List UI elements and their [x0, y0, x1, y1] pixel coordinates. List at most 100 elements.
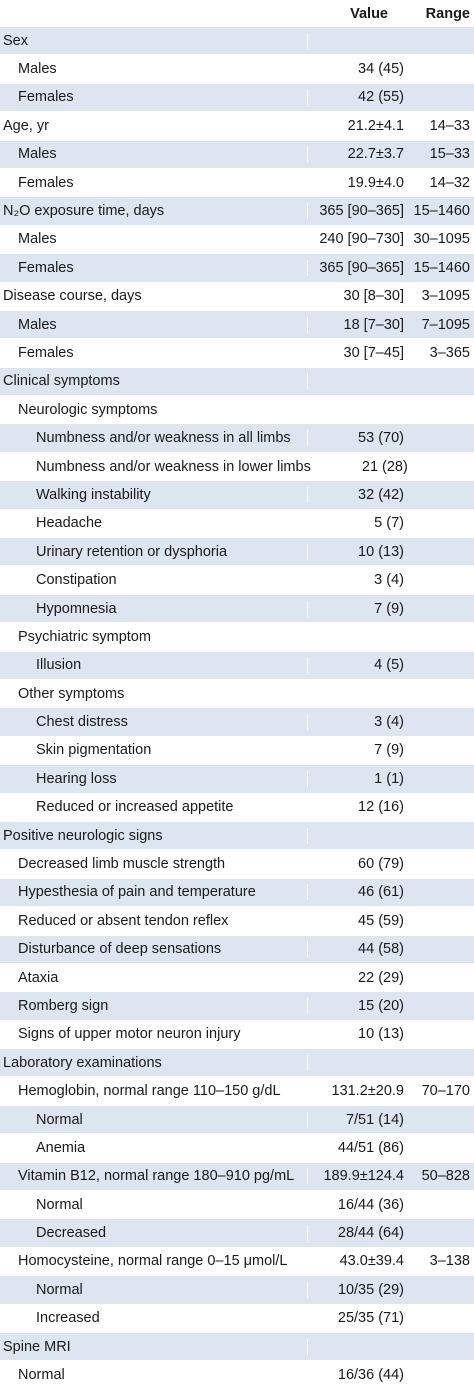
row-value: 22.7±3.7 — [347, 146, 404, 163]
row-label: Chest distress — [0, 714, 308, 731]
row-value: 21 (28) — [361, 458, 408, 475]
row-range: 50–828 — [421, 1168, 470, 1185]
row-label: Neurologic symptoms — [0, 401, 308, 418]
row-label: Normal — [0, 1281, 308, 1298]
row-label: Anemia — [0, 1139, 308, 1156]
table-row: Normal 7/51 (14) — [0, 1105, 474, 1135]
row-value: 10/35 (29) — [337, 1281, 404, 1298]
row-label: Vitamin B12, normal range 180–910 pg/mL — [0, 1168, 308, 1185]
row-range: 30–1095 — [413, 231, 470, 248]
row-label: Females — [0, 259, 308, 276]
table-row: Romberg sign 15 (20) — [0, 992, 474, 1021]
row-value: 46 (61) — [358, 884, 404, 901]
row-value: 19.9±4.0 — [347, 174, 404, 191]
row-value: 7 (9) — [374, 600, 404, 617]
row-range: 15–1460 — [413, 259, 470, 276]
row-label: Males — [0, 231, 308, 248]
table-row: Reduced or absent tendon reflex 45 (59) — [0, 907, 474, 936]
row-value: 18 [7–30] — [343, 316, 404, 333]
table-row: Normal 16/44 (36) — [0, 1191, 474, 1220]
row-range: 3–365 — [429, 344, 470, 361]
row-value: 43.0±39.4 — [339, 1253, 404, 1270]
row-label: Walking instability — [0, 486, 308, 503]
row-value: 1 (1) — [374, 770, 404, 787]
row-label: N₂O exposure time, days — [0, 203, 308, 220]
table-row: Females 19.9±4.0 14–32 — [0, 169, 474, 198]
row-value: 30 [7–45] — [343, 344, 404, 361]
row-label: Females — [0, 89, 308, 106]
row-label: Illusion — [0, 657, 308, 674]
row-value: 25/35 (71) — [337, 1310, 404, 1327]
row-label: Positive neurologic signs — [0, 827, 308, 844]
row-label: Sex — [0, 32, 308, 49]
row-label: Decreased limb muscle strength — [0, 856, 308, 873]
table-row: Spine MRI — [0, 1332, 474, 1362]
table-row: Males 18 [7–30] 7–1095 — [0, 310, 474, 340]
row-label: Constipation — [0, 572, 308, 589]
row-label: Increased — [0, 1310, 308, 1327]
table-row: Hypesthesia of pain and temperature 46 (6… — [0, 878, 474, 908]
table-row: Disturbance of deep sensations 44 (58) — [0, 935, 474, 964]
row-label: Disturbance of deep sensations — [0, 941, 308, 958]
row-label: Decreased — [0, 1225, 308, 1242]
row-value: 45 (59) — [358, 912, 404, 929]
row-value: 10 (13) — [358, 1026, 404, 1043]
row-value: 16/44 (36) — [337, 1196, 404, 1213]
row-value: 21.2±4.1 — [347, 117, 404, 134]
table-row: Anemia 44/51 (86) — [0, 1134, 474, 1163]
row-value: 44/51 (86) — [337, 1139, 404, 1156]
row-label: Age, yr — [0, 117, 308, 134]
table-row: Signs of upper motor neuron injury 10 (13… — [0, 1021, 474, 1050]
table-row: Females 42 (55) — [0, 83, 474, 113]
table-row: Positive neurologic signs — [0, 821, 474, 851]
table-row: Decreased limb muscle strength 60 (79) — [0, 850, 474, 879]
row-value: 12 (16) — [358, 799, 404, 816]
row-value: 60 (79) — [358, 856, 404, 873]
row-label: Psychiatric symptom — [0, 628, 308, 645]
row-label: Reduced or increased appetite — [0, 799, 308, 816]
table-row: Other symptoms — [0, 680, 474, 709]
row-value: 5 (7) — [374, 515, 404, 532]
row-value: 10 (13) — [358, 543, 404, 560]
row-label: Hemoglobin, normal range 110–150 g/dL — [0, 1083, 308, 1100]
table-row: Females 365 [90–365] 15–1460 — [0, 254, 474, 283]
row-label: Romberg sign — [0, 997, 308, 1014]
table-row: Increased 25/35 (71) — [0, 1305, 474, 1333]
row-label: Normal — [0, 1367, 308, 1384]
table-row: Psychiatric symptom — [0, 623, 474, 652]
table-row: Sex — [0, 27, 474, 56]
row-label: Urinary retention or dysphoria — [0, 543, 308, 560]
row-label: Reduced or absent tendon reflex — [0, 912, 308, 929]
row-value: 30 [8–30] — [343, 288, 404, 305]
table-row: Vitamin B12, normal range 180–910 pg/mL 1… — [0, 1162, 474, 1192]
row-label: Laboratory examinations — [0, 1054, 308, 1071]
row-label: Numbness and/or weakness in all limbs — [0, 430, 308, 447]
table-row: Headache 5 (7) — [0, 510, 474, 539]
row-value: 34 (45) — [358, 61, 404, 78]
table-row: Numbness and/or weakness in lower limbs 2… — [0, 453, 474, 482]
table-row: Normal 10/35 (29) — [0, 1276, 474, 1305]
row-range: 15–33 — [429, 146, 470, 163]
table-row: Chest distress 3 (4) — [0, 708, 474, 737]
row-label: Signs of upper motor neuron injury — [0, 1026, 308, 1043]
table-header: Value Range — [0, 0, 474, 27]
row-label: Females — [0, 174, 308, 191]
row-value: 32 (42) — [358, 486, 404, 503]
table-row: Clinical symptoms — [0, 367, 474, 397]
table-row: Females 30 [7–45] 3–365 — [0, 339, 474, 368]
table-body: Sex Males 34 (45) Females 42 (55) Age, yr 21.2… — [0, 27, 474, 1390]
row-label: Skin pigmentation — [0, 742, 308, 759]
table-row: Ataxia 22 (29) — [0, 964, 474, 993]
row-label: Hearing loss — [0, 770, 308, 787]
table-row: Homocysteine, normal range 0–15 μmol/L 43… — [0, 1248, 474, 1277]
row-range: 14–33 — [429, 117, 470, 134]
row-value: 4 (5) — [374, 657, 404, 674]
table-row: Hemoglobin, normal range 110–150 g/dL 131… — [0, 1077, 474, 1106]
row-range: 70–170 — [421, 1083, 470, 1100]
row-label: Headache — [0, 515, 308, 532]
table-row: Hypomnesia 7 (9) — [0, 594, 474, 624]
row-range: 3–1095 — [421, 288, 470, 305]
row-value: 365 [90–365] — [319, 259, 404, 276]
table-row: Disease course, days 30 [8–30] 3–1095 — [0, 283, 474, 311]
row-value: 15 (20) — [358, 997, 404, 1014]
